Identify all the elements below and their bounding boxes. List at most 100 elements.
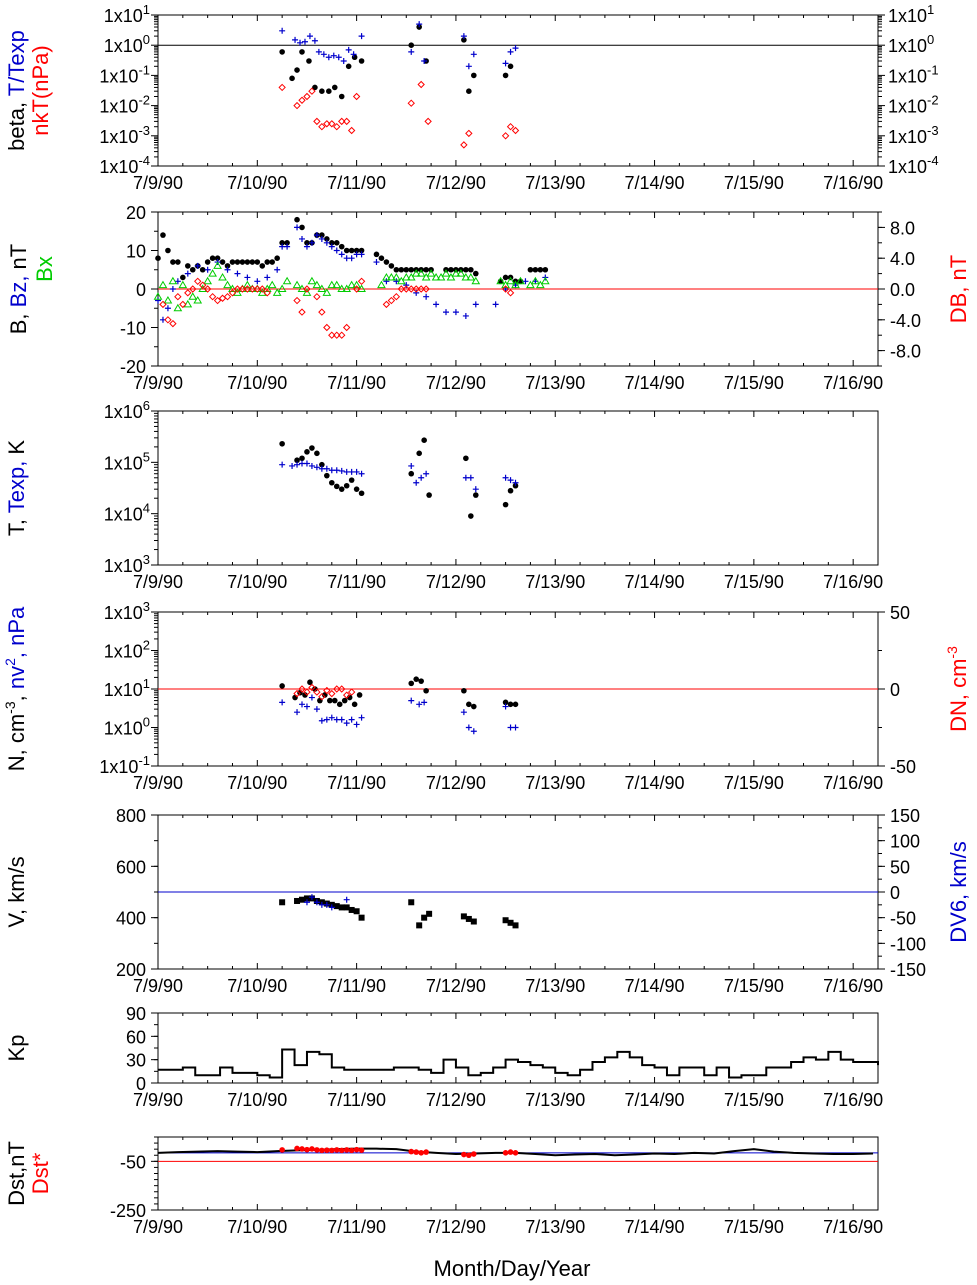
- data-point: [465, 129, 473, 138]
- data-point: [313, 899, 320, 906]
- data-point: [312, 280, 322, 289]
- data-point: [272, 288, 282, 296]
- data-point: [423, 266, 429, 273]
- data-point: [323, 239, 330, 246]
- data-point: [423, 1149, 429, 1155]
- data-point: [468, 266, 474, 273]
- data-point: [302, 288, 312, 296]
- data-point: [323, 465, 330, 472]
- data-point: [506, 289, 515, 297]
- data-point: [170, 259, 176, 265]
- y2-tick-label: -8.0: [890, 342, 921, 362]
- data-point: [299, 224, 305, 231]
- data-point: [472, 301, 479, 308]
- data-point: [338, 904, 345, 911]
- data-point: [501, 285, 510, 293]
- data-point: [531, 276, 540, 285]
- data-point: [308, 894, 315, 901]
- data-point: [343, 904, 350, 911]
- y2-tick-label: 0.0: [890, 280, 915, 300]
- y-axis-label-part-0: beta,: [4, 96, 29, 151]
- data-point: [403, 282, 410, 289]
- x-tick-label: 7/12/90: [426, 173, 486, 193]
- y-axis-label-part-0: T,: [4, 513, 29, 536]
- data-point: [416, 269, 426, 277]
- data-point: [323, 901, 330, 908]
- data-point: [243, 280, 252, 289]
- data-point: [277, 284, 287, 292]
- y-tick-label: 1x100: [104, 715, 150, 739]
- data-point: [341, 697, 348, 704]
- data-point: [333, 467, 340, 474]
- data-point: [387, 296, 396, 305]
- data-point: [345, 46, 352, 53]
- data-point: [165, 247, 171, 254]
- data-point: [353, 247, 360, 254]
- data-point: [357, 277, 366, 286]
- y-tick-label: -50: [120, 1152, 146, 1172]
- x-tick-label: 7/16/90: [823, 373, 883, 393]
- data-point: [325, 54, 332, 61]
- data-point: [378, 255, 385, 261]
- y-axis-label: V, km/s: [4, 856, 29, 927]
- data-point: [318, 123, 326, 131]
- data-point: [164, 316, 172, 324]
- x-tick-label: 7/13/90: [525, 572, 585, 592]
- data-point: [169, 286, 176, 292]
- data-point: [238, 285, 247, 293]
- data-point: [460, 33, 467, 40]
- x-tick-label: 7/14/90: [625, 1217, 685, 1237]
- data-point: [441, 269, 451, 277]
- x-tick-label: 7/10/90: [227, 1217, 287, 1237]
- data-point: [358, 33, 365, 40]
- data-point: [398, 266, 405, 273]
- data-point: [294, 67, 300, 73]
- data-point: [408, 42, 415, 48]
- data-point: [511, 280, 520, 289]
- y-axis-label-line2-part-0: Bx: [32, 256, 57, 282]
- data-point: [338, 486, 345, 492]
- data-point: [299, 1146, 305, 1152]
- y2-tick-label: -50: [890, 757, 916, 777]
- data-point: [417, 80, 425, 89]
- data-point: [506, 276, 515, 285]
- data-point: [292, 36, 299, 43]
- data-point: [303, 243, 310, 250]
- data-point: [537, 266, 544, 273]
- data-point: [418, 678, 424, 684]
- data-point: [203, 276, 213, 285]
- series-T/Texp: [279, 21, 519, 70]
- data-point: [526, 280, 535, 289]
- data-point: [189, 285, 197, 293]
- y-tick-label: 1x101: [104, 676, 150, 700]
- data-point: [407, 99, 415, 107]
- y-tick-label-right: 1x100: [888, 32, 934, 56]
- data-point: [262, 284, 272, 292]
- data-point: [373, 251, 380, 258]
- y-axis-label-part-3: nv: [4, 666, 29, 689]
- y2-tick-label: -150: [890, 960, 926, 980]
- series-nkT(nPa): [278, 80, 520, 149]
- data-point: [512, 45, 519, 52]
- data-point: [274, 266, 281, 273]
- data-point: [294, 224, 301, 231]
- data-point: [471, 703, 477, 710]
- data-point: [340, 57, 347, 64]
- data-point: [338, 685, 346, 693]
- data-point: [353, 721, 360, 728]
- data-point: [408, 1148, 415, 1155]
- y2-tick-label: 8.0: [890, 218, 915, 238]
- x-tick-label: 7/16/90: [823, 976, 883, 996]
- y-tick-label-right: 1x101: [888, 2, 934, 26]
- data-point: [309, 1146, 315, 1152]
- data-point: [303, 899, 310, 906]
- x-tick-label: 7/10/90: [227, 976, 287, 996]
- data-point: [502, 60, 509, 67]
- data-point: [451, 269, 461, 277]
- data-point: [319, 232, 325, 238]
- data-point: [347, 280, 357, 289]
- data-point: [279, 461, 286, 468]
- series-line: [158, 1048, 879, 1079]
- data-point: [328, 714, 335, 721]
- x-tick-label: 7/14/90: [625, 173, 685, 193]
